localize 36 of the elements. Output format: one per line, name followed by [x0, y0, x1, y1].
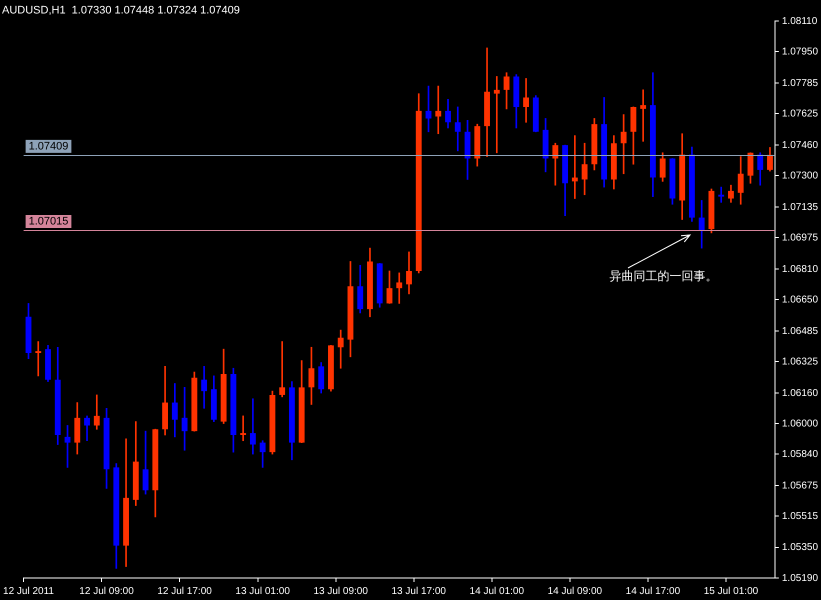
- x-tick-label: 14 Jul 01:00: [470, 586, 524, 597]
- y-tick-label: 1.05675: [782, 480, 818, 492]
- ref-line-label: 1.07409: [28, 140, 68, 152]
- ref-line-label: 1.07015: [28, 216, 68, 228]
- y-tick-label: 1.06485: [782, 326, 818, 337]
- x-tick-label: 13 Jul 09:00: [313, 586, 368, 597]
- candlestick: [523, 78, 529, 123]
- y-tick-label: 1.07950: [782, 46, 818, 58]
- y-tick-label: 1.07625: [782, 108, 818, 120]
- y-tick-label: 1.06650: [782, 294, 818, 306]
- y-tick-label: 1.07300: [782, 170, 818, 182]
- y-tick-label: 1.05515: [782, 510, 818, 522]
- y-tick-label: 1.07785: [782, 78, 818, 89]
- y-tick-label: 1.08110: [782, 16, 818, 27]
- candlestick: [426, 86, 432, 132]
- y-tick-label: 1.05840: [782, 448, 818, 460]
- annotation: 异曲同工的一回事。: [610, 269, 718, 284]
- x-tick-label: 12 Jul 2011: [3, 586, 54, 597]
- y-tick-label: 1.07135: [782, 202, 818, 213]
- x-tick-label: 12 Jul 09:00: [79, 586, 134, 597]
- x-tick-label: 14 Jul 17:00: [626, 586, 681, 597]
- y-tick-label: 1.06000: [782, 418, 818, 430]
- y-tick-label: 1.06810: [782, 264, 818, 275]
- x-tick-label: 13 Jul 01:00: [235, 586, 290, 597]
- y-tick-label: 1.05350: [782, 542, 818, 554]
- y-tick-label: 1.06975: [782, 232, 818, 244]
- candlestick: [64, 425, 70, 468]
- y-tick-label: 1.07460: [782, 140, 818, 151]
- x-tick-label: 15 Jul 01:00: [704, 586, 759, 597]
- y-tick-label: 1.06325: [782, 356, 818, 368]
- x-tick-label: 14 Jul 09:00: [548, 586, 603, 597]
- chart-title: AUDUSD,H1 1.07330 1.07448 1.07324 1.07409: [2, 4, 240, 17]
- y-tick-label: 1.06160: [782, 388, 818, 399]
- x-tick-label: 12 Jul 17:00: [157, 586, 212, 597]
- x-tick-label: 13 Jul 17:00: [392, 586, 446, 597]
- y-tick-label: 1.05190: [782, 572, 818, 584]
